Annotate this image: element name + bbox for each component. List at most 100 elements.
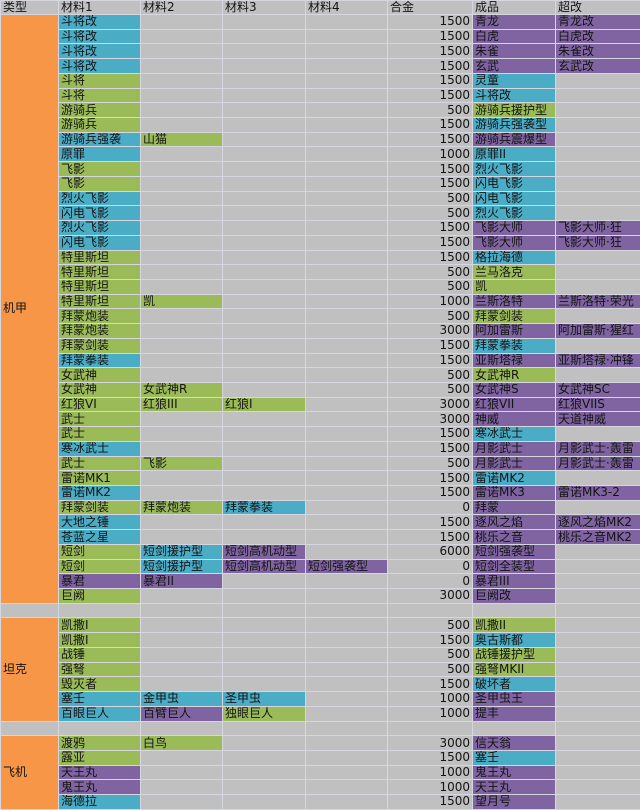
material-cell[interactable]: 斗将	[58, 87, 141, 104]
alloy-cell[interactable]: 1500	[387, 87, 473, 104]
material-cell[interactable]: 拜蒙剑装	[58, 499, 141, 516]
empty-cell[interactable]	[305, 205, 388, 222]
material-cell[interactable]: 武士	[58, 426, 141, 442]
product-cell[interactable]: 女武神R	[472, 367, 556, 383]
material-cell[interactable]: 拜蒙炮装	[58, 323, 141, 339]
empty-cell[interactable]	[305, 646, 388, 663]
empty-cell[interactable]	[305, 278, 388, 295]
product-cell[interactable]: 塞壬	[472, 749, 556, 766]
alloy-cell[interactable]: 500	[387, 278, 473, 295]
material-cell[interactable]: 凯撒I	[58, 632, 141, 648]
empty-cell[interactable]	[555, 278, 640, 295]
empty-cell[interactable]	[305, 735, 388, 751]
empty-cell[interactable]	[140, 367, 223, 383]
material-cell[interactable]: 拜蒙剑装	[58, 337, 141, 354]
material-cell[interactable]: 特里斯坦	[58, 249, 141, 266]
empty-cell[interactable]	[305, 117, 388, 133]
alloy-cell[interactable]: 1500	[387, 749, 473, 766]
empty-cell[interactable]	[555, 676, 640, 693]
empty-cell[interactable]	[555, 794, 640, 810]
product-cell[interactable]: 游骑兵强袭型	[472, 117, 556, 133]
empty-cell[interactable]	[222, 175, 306, 192]
empty-cell[interactable]	[140, 764, 223, 781]
empty-cell[interactable]	[305, 87, 388, 104]
material-cell[interactable]: 短剑援护型	[140, 558, 223, 575]
empty-cell[interactable]	[305, 220, 388, 236]
product-cell[interactable]: 战锤援护型	[472, 646, 556, 663]
empty-cell[interactable]	[305, 352, 388, 369]
empty-cell[interactable]	[222, 749, 306, 766]
empty-cell[interactable]	[222, 352, 306, 369]
empty-cell[interactable]	[305, 661, 388, 678]
empty-cell[interactable]	[305, 308, 388, 325]
alloy-cell[interactable]: 500	[387, 367, 473, 383]
empty-cell[interactable]	[555, 543, 640, 560]
alloy-cell[interactable]: 1000	[387, 705, 473, 722]
product-cell[interactable]: 短剑强袭型	[472, 543, 556, 560]
empty-cell[interactable]	[305, 102, 388, 119]
empty-cell[interactable]	[222, 293, 306, 310]
empty-cell[interactable]	[140, 308, 223, 325]
empty-cell[interactable]	[140, 440, 223, 457]
empty-cell[interactable]	[222, 588, 306, 604]
alloy-cell[interactable]: 1500	[387, 131, 473, 148]
empty-cell[interactable]	[222, 794, 306, 810]
alloy-cell[interactable]: 3000	[387, 396, 473, 413]
empty-cell[interactable]	[555, 117, 640, 133]
empty-cell[interactable]	[222, 617, 306, 634]
empty-cell[interactable]	[305, 470, 388, 486]
product-cell[interactable]: 朱雀	[472, 43, 556, 60]
empty-cell[interactable]	[140, 661, 223, 678]
empty-cell[interactable]	[305, 794, 388, 810]
empty-cell[interactable]	[305, 190, 388, 207]
super-mod-cell[interactable]: 阿加雷斯·猩红	[555, 323, 640, 339]
empty-cell[interactable]	[555, 87, 640, 104]
alloy-cell[interactable]: 1500	[387, 426, 473, 442]
alloy-cell[interactable]: 1500	[387, 514, 473, 531]
empty-cell[interactable]	[140, 485, 223, 501]
super-mod-cell[interactable]: 青龙改	[555, 14, 640, 30]
empty-cell[interactable]	[140, 220, 223, 236]
alloy-cell[interactable]: 1000	[387, 779, 473, 796]
product-cell[interactable]: 短剑全装型	[472, 558, 556, 575]
empty-cell[interactable]	[222, 367, 306, 383]
product-cell[interactable]: 兰斯洛特	[472, 293, 556, 310]
empty-cell[interactable]	[140, 234, 223, 251]
material-cell[interactable]: 山猫	[140, 131, 223, 148]
empty-cell[interactable]	[140, 58, 223, 74]
material-cell[interactable]: 塞壬	[58, 691, 141, 707]
empty-cell[interactable]	[222, 573, 306, 590]
product-cell[interactable]: 白虎	[472, 28, 556, 45]
column-header-material1[interactable]: 材料1	[58, 0, 141, 15]
alloy-cell[interactable]: 500	[387, 661, 473, 678]
column-header-alloy[interactable]: 合金	[387, 0, 473, 15]
empty-cell[interactable]	[222, 14, 306, 30]
material-cell[interactable]: 金甲虫	[140, 691, 223, 707]
material-cell[interactable]: 斗将改	[58, 28, 141, 45]
product-cell[interactable]: 游骑兵援护型	[472, 102, 556, 119]
material-cell[interactable]: 烈火飞影	[58, 220, 141, 236]
alloy-cell[interactable]: 0	[387, 499, 473, 516]
material-cell[interactable]: 斗将	[58, 72, 141, 89]
material-cell[interactable]: 武士	[58, 411, 141, 428]
empty-cell[interactable]	[555, 588, 640, 604]
product-cell[interactable]: 月影武士	[472, 440, 556, 457]
alloy-cell[interactable]: 1500	[387, 632, 473, 648]
alloy-cell[interactable]: 1500	[387, 43, 473, 60]
empty-cell[interactable]	[222, 117, 306, 133]
material-cell[interactable]: 红狼I	[222, 396, 306, 413]
product-cell[interactable]: 暴君III	[472, 573, 556, 590]
type-cell[interactable]: 机甲	[0, 14, 59, 604]
empty-cell[interactable]	[140, 632, 223, 648]
empty-cell[interactable]	[305, 779, 388, 796]
alloy-cell[interactable]: 3000	[387, 323, 473, 339]
super-mod-cell[interactable]: 兰斯洛特·荣光	[555, 293, 640, 310]
alloy-cell[interactable]: 1000	[387, 691, 473, 707]
material-cell[interactable]: 飞影	[58, 175, 141, 192]
empty-cell[interactable]	[222, 735, 306, 751]
product-cell[interactable]: 信天翁	[472, 735, 556, 751]
empty-cell[interactable]	[222, 308, 306, 325]
product-cell[interactable]: 亚斯塔禄	[472, 352, 556, 369]
material-cell[interactable]: 强弩	[58, 661, 141, 678]
product-cell[interactable]: 飞影大师	[472, 220, 556, 236]
